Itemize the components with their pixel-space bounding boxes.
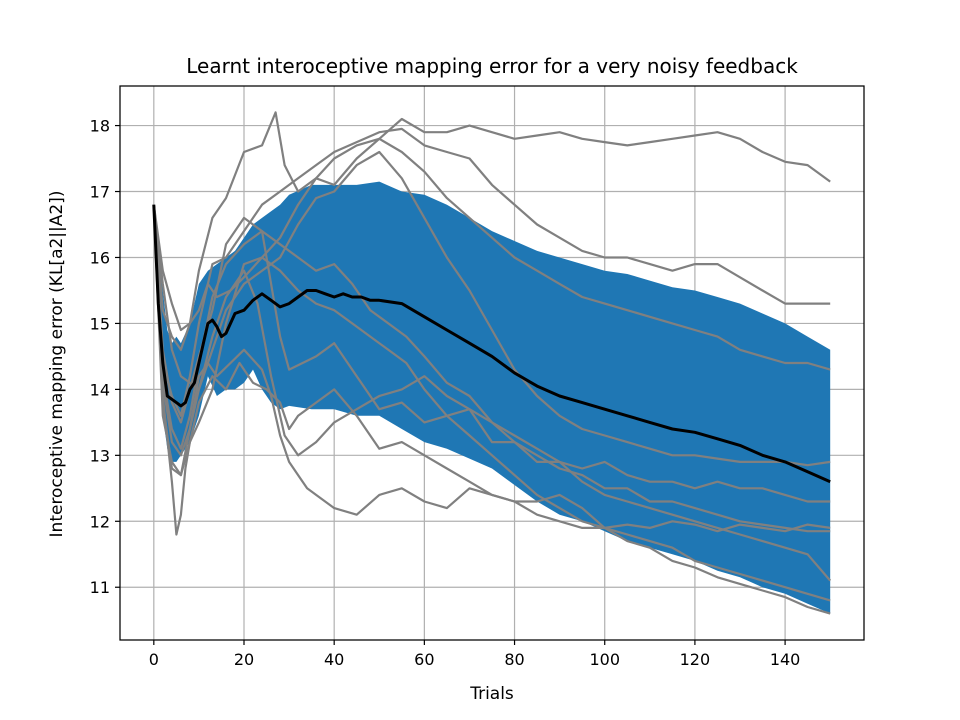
series-line-3 xyxy=(152,204,831,533)
x-tick-label-1: 20 xyxy=(234,650,254,669)
series-line-2 xyxy=(152,127,831,417)
y-tick-label-2: 13 xyxy=(90,446,110,465)
plot-frame xyxy=(119,85,865,641)
y-tick-label-3: 14 xyxy=(90,380,110,399)
x-axis-label: Trials xyxy=(469,684,514,704)
x-tick-label-3: 60 xyxy=(414,650,434,669)
chart-title: Learnt interoceptive mapping error for a… xyxy=(186,54,798,78)
y-tick-label-4: 15 xyxy=(90,314,110,333)
series-line-9 xyxy=(152,204,831,533)
y-tick-label-7: 18 xyxy=(90,117,110,136)
series-line-8 xyxy=(152,204,831,615)
y-tick-label-6: 17 xyxy=(90,183,110,202)
series-line-1 xyxy=(152,111,831,351)
mean-line xyxy=(152,204,831,484)
x-tick-label-7: 140 xyxy=(770,650,801,669)
series-line-7 xyxy=(152,204,832,582)
series-line-5 xyxy=(152,150,831,467)
y-tick-label-0: 11 xyxy=(90,578,110,597)
plot-area xyxy=(152,111,832,615)
individual-series xyxy=(152,111,832,615)
x-axis-ticks: 0 20 40 60 80 100 120 140 xyxy=(149,640,801,669)
y-axis-label: Interoceptive mapping error (KL[a2||A2]) xyxy=(47,191,67,538)
y-tick-label-1: 12 xyxy=(90,512,110,531)
y-tick-label-5: 16 xyxy=(90,248,110,267)
x-tick-label-6: 120 xyxy=(680,650,711,669)
x-tick-label-4: 80 xyxy=(504,650,524,669)
variance-band xyxy=(153,181,831,614)
series-line-10 xyxy=(152,137,831,371)
x-tick-label-0: 0 xyxy=(149,650,159,669)
y-axis-ticks: 11 12 13 14 15 16 17 18 xyxy=(90,117,120,597)
x-tick-label-2: 40 xyxy=(324,650,344,669)
x-tick-label-5: 100 xyxy=(589,650,620,669)
